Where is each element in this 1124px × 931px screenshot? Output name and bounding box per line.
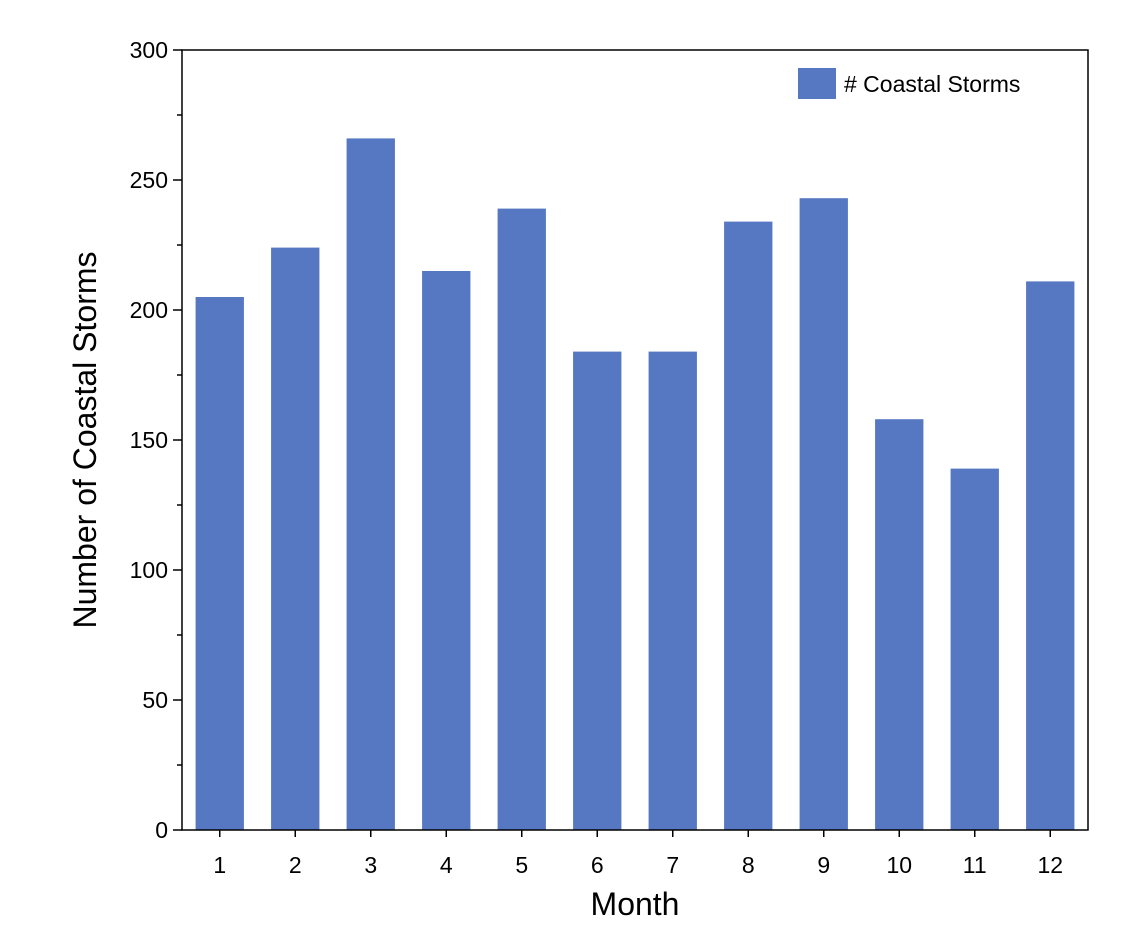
x-axis: 1 2 3 4 5 6 7 8 9 10 11 12 <box>213 830 1063 878</box>
bars-layer <box>195 138 1075 831</box>
x-tick-label: 6 <box>591 852 604 878</box>
y-tick-label: 250 <box>130 167 168 193</box>
x-tick-label: 4 <box>440 852 453 878</box>
x-tick-label: 8 <box>742 852 755 878</box>
y-axis: 0 50 100 150 200 250 300 <box>130 37 182 843</box>
y-tick-label: 100 <box>130 557 168 583</box>
legend: # Coastal Storms <box>798 68 1020 99</box>
bar-month-10 <box>875 419 924 830</box>
y-tick-label: 200 <box>130 297 168 323</box>
x-tick-label: 11 <box>963 852 987 878</box>
x-tick-label: 3 <box>364 852 377 878</box>
bar-month-2 <box>271 247 320 831</box>
y-tick-label: 50 <box>142 687 168 713</box>
x-tick-label: 7 <box>666 852 679 878</box>
bar-month-3 <box>346 138 395 830</box>
x-tick-label: 5 <box>515 852 528 878</box>
x-tick-label: 12 <box>1037 852 1063 878</box>
bar-month-11 <box>950 468 999 830</box>
x-tick-label: 9 <box>817 852 830 878</box>
y-axis-title: Number of Coastal Storms <box>67 251 103 628</box>
y-tick-label: 150 <box>130 427 168 453</box>
x-axis-title: Month <box>591 886 680 922</box>
bar-month-5 <box>497 208 546 831</box>
bar-month-8 <box>724 221 773 831</box>
y-tick-label: 300 <box>130 37 168 63</box>
bar-month-9 <box>799 198 848 830</box>
legend-swatch <box>798 68 836 99</box>
bar-month-6 <box>573 351 622 830</box>
bar-month-4 <box>422 271 471 830</box>
x-tick-label: 2 <box>289 852 302 878</box>
bar-month-12 <box>1026 281 1075 830</box>
y-tick-label: 0 <box>155 817 168 843</box>
legend-label: # Coastal Storms <box>844 71 1020 97</box>
bar-month-1 <box>195 297 244 830</box>
x-tick-label: 10 <box>886 852 912 878</box>
bar-month-7 <box>648 351 697 830</box>
x-tick-label: 1 <box>213 852 226 878</box>
